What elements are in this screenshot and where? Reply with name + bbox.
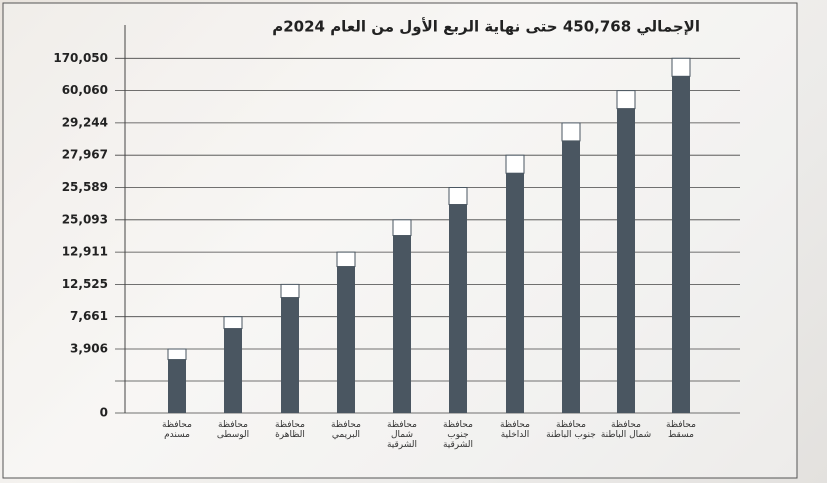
x-tick-label: محافظة جنوب الشرقية — [431, 420, 485, 450]
y-tick-label: 25,589 — [62, 180, 108, 194]
chart: الإجمالي 450,768 حتى نهاية الربع الأول م… — [0, 0, 827, 483]
y-tick-label: 60,060 — [62, 83, 108, 97]
bar-cap — [168, 349, 186, 360]
x-tick-label: محافظة شمال الشرقية — [375, 420, 429, 450]
bar-cap — [281, 284, 299, 297]
bar-cap — [337, 252, 355, 266]
x-tick-label: محافظة جنوب الباطنة — [544, 420, 598, 440]
x-tick-label: محافظة مسندم — [150, 420, 204, 440]
bar-cap — [449, 188, 467, 205]
y-tick-label: 29,244 — [62, 115, 108, 129]
bar-cap — [224, 317, 242, 329]
x-tick-label: محافظة الظاهرة — [263, 420, 317, 440]
bar-cap — [617, 91, 635, 109]
bar — [617, 91, 635, 413]
y-tick-label: 12,525 — [62, 277, 108, 291]
bar-cap — [562, 123, 580, 141]
bar — [337, 252, 355, 413]
bar-cap — [393, 220, 411, 236]
bar — [672, 58, 690, 413]
bar-cap — [506, 155, 524, 173]
x-tick-label: محافظة البريمي — [319, 420, 373, 440]
y-tick-label: 0 — [100, 406, 108, 420]
y-tick-label: 25,093 — [62, 212, 108, 226]
x-tick-label: محافظة شمال الباطنة — [599, 420, 653, 440]
y-tick-label: 27,967 — [62, 148, 108, 162]
x-tick-label: محافظة مسقط — [654, 420, 708, 440]
y-tick-label: 3,906 — [70, 342, 108, 356]
y-tick-label: 170,050 — [53, 51, 108, 65]
x-tick-label: محافظة الداخلية — [488, 420, 542, 440]
bar — [224, 317, 242, 413]
bar-cap — [672, 58, 690, 76]
bar — [506, 155, 524, 413]
y-tick-label: 7,661 — [70, 309, 108, 323]
y-tick-label: 12,911 — [62, 245, 108, 259]
page: الإجمالي 450,768 حتى نهاية الربع الأول م… — [0, 0, 827, 483]
bar — [449, 188, 467, 414]
bar — [393, 220, 411, 413]
bar — [562, 123, 580, 413]
chart-title: الإجمالي 450,768 حتى نهاية الربع الأول م… — [272, 18, 700, 36]
x-tick-label: محافظة الوسطى — [206, 420, 260, 440]
bar — [281, 284, 299, 413]
